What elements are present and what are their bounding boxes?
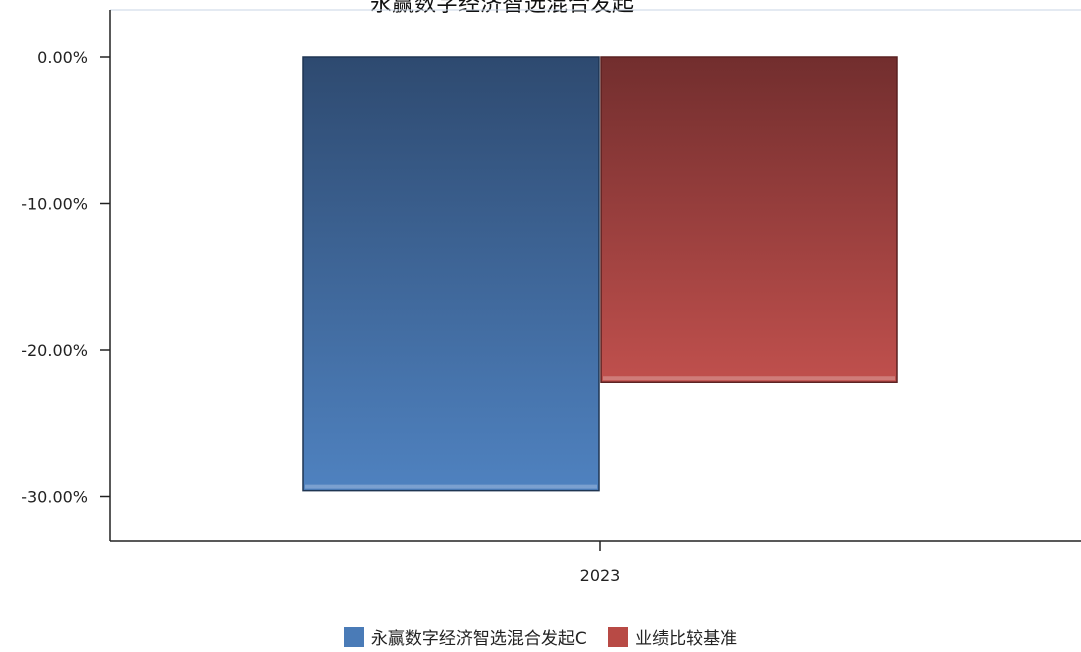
- bar-benchmark[interactable]: [600, 56, 898, 383]
- legend-swatch-fund: [343, 626, 364, 647]
- y-tick-label: 0.00%: [37, 48, 88, 67]
- legend-item-benchmark[interactable]: 业绩比较基准: [608, 624, 737, 649]
- bar-bevel: [603, 376, 895, 381]
- bars: [302, 56, 898, 492]
- y-tick-label: -30.00%: [21, 488, 88, 507]
- legend: 永赢数字经济智选混合发起C 业绩比较基准: [0, 624, 1081, 652]
- legend-item-fund[interactable]: 永赢数字经济智选混合发起C: [343, 624, 587, 649]
- legend-label-fund: 永赢数字经济智选混合发起C: [370, 629, 587, 649]
- bar-fund[interactable]: [302, 56, 600, 492]
- legend-label-benchmark: 业绩比较基准: [635, 629, 738, 649]
- bar-chart: 0.00% -10.00% -20.00% -30.00% 2023: [21, 9, 1081, 585]
- tick-labels: 0.00% -10.00% -20.00% -30.00% 2023: [21, 48, 620, 585]
- legend-swatch-benchmark: [608, 626, 629, 647]
- bar-bevel: [305, 484, 597, 489]
- y-tick-label: -10.00%: [21, 195, 88, 214]
- axes: [109, 9, 1081, 542]
- y-tick-label: -20.00%: [21, 341, 88, 360]
- chart-title: 永赢数字经济智选混合发起: [370, 0, 635, 17]
- x-tick-label: 2023: [580, 566, 621, 585]
